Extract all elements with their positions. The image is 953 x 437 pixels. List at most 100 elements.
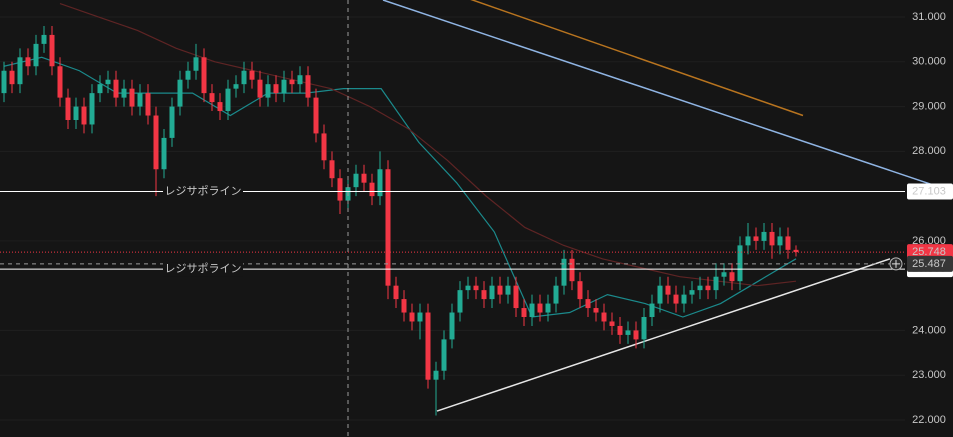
y-tick-label: 31.000 <box>912 11 946 23</box>
candle-body <box>705 285 711 291</box>
candle-body <box>729 272 735 282</box>
candle-body <box>297 75 303 85</box>
candle-body <box>145 93 151 116</box>
candle-body <box>401 299 407 313</box>
candle-body <box>513 285 519 309</box>
candle-body <box>633 330 639 340</box>
candle-body <box>625 330 631 335</box>
candle-body <box>137 93 143 107</box>
trend-line <box>470 0 804 117</box>
candle-body <box>745 236 751 246</box>
candle-body <box>153 115 159 170</box>
candle-body <box>593 308 599 313</box>
candle-body <box>241 70 247 85</box>
candle-body <box>361 173 367 183</box>
candle-body <box>217 102 223 112</box>
moving-average <box>59 3 797 287</box>
candle-body <box>785 236 791 250</box>
candle-body <box>161 137 167 170</box>
candle-body <box>265 84 271 98</box>
candle-body <box>553 285 559 304</box>
candle-body <box>673 294 679 304</box>
price-label: 25.748 <box>912 246 946 258</box>
candle-body <box>409 312 415 322</box>
candle-body <box>305 75 311 98</box>
candle-body <box>73 106 79 120</box>
candle-body <box>481 290 487 300</box>
candle-body <box>201 57 207 94</box>
candle-body <box>617 325 623 335</box>
candle-body <box>9 70 15 85</box>
candle-body <box>17 57 23 85</box>
candle-body <box>777 236 783 246</box>
candle-body <box>385 169 391 286</box>
trend-line <box>436 258 891 412</box>
candle-body <box>577 281 583 300</box>
candle-body <box>177 79 183 107</box>
crosshair-label-bg <box>907 255 953 272</box>
crosshair-plus-icon <box>892 259 900 268</box>
candle-body <box>721 272 727 277</box>
candle-body <box>41 34 47 44</box>
candle-body <box>209 93 215 103</box>
candle-body <box>585 299 591 309</box>
candle-body <box>393 285 399 300</box>
candle-body <box>569 258 575 282</box>
candle-body <box>425 312 431 380</box>
candle-body <box>81 106 87 125</box>
candle-body <box>1 70 7 94</box>
candle-body <box>457 290 463 313</box>
candle-body <box>737 245 743 282</box>
candle-body <box>121 88 127 98</box>
candle-body <box>25 57 31 67</box>
candle-body <box>281 79 287 94</box>
candle-body <box>49 34 55 67</box>
candle-body <box>561 258 567 286</box>
candle-body <box>601 312 607 322</box>
candle-body <box>697 285 703 291</box>
candle-body <box>313 97 319 134</box>
candle-body <box>233 84 239 89</box>
candle-body <box>65 97 71 120</box>
y-tick-label: 23.000 <box>912 369 946 381</box>
candle-body <box>441 339 447 371</box>
candle-body <box>97 84 103 94</box>
candle-body <box>649 303 655 318</box>
candle-body <box>169 106 175 138</box>
level-text: レジサポライン <box>165 262 242 275</box>
level-text-bg <box>163 184 243 199</box>
candle-body <box>249 70 255 80</box>
candle-body <box>689 290 695 295</box>
candle-body <box>329 160 335 179</box>
candle-body <box>497 285 503 295</box>
candle-body <box>113 79 119 98</box>
candle-body <box>289 79 295 85</box>
candle-body <box>353 173 359 188</box>
y-tick-label: 26.000 <box>912 235 946 247</box>
candle-body <box>529 303 535 318</box>
candle-body <box>105 79 111 85</box>
candle-body <box>57 66 63 98</box>
candle-body <box>769 231 775 246</box>
candle-body <box>193 57 199 71</box>
y-tick-label: 30.000 <box>912 56 946 68</box>
crosshair-label: 25.487 <box>912 258 946 270</box>
candle-body <box>377 169 383 197</box>
level-text-bg <box>163 262 243 277</box>
candle-body <box>337 178 343 201</box>
candle-body <box>761 231 767 241</box>
candle-body <box>713 276 719 291</box>
candle-body <box>545 303 551 313</box>
candle-body <box>449 312 455 340</box>
candle-body <box>321 133 327 161</box>
candle-body <box>257 79 263 98</box>
candle-body <box>641 317 647 340</box>
candle-body <box>489 285 495 300</box>
candle-body <box>665 285 671 295</box>
candle-body <box>537 303 543 313</box>
candle-body <box>657 285 663 304</box>
candle-body <box>793 249 799 253</box>
candle-body <box>465 285 471 291</box>
candle-body <box>681 294 687 304</box>
candle-body <box>609 321 615 326</box>
